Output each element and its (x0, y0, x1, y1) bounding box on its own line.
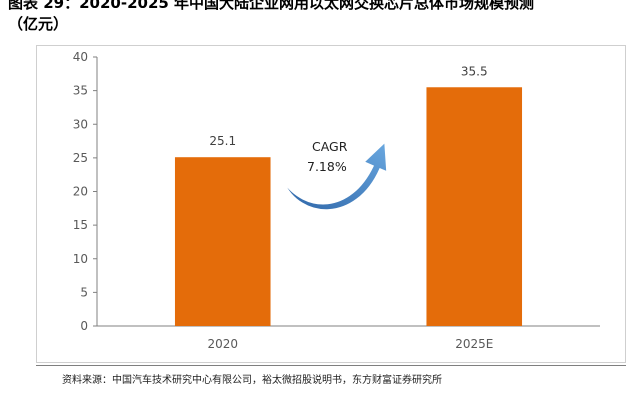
chart-frame (36, 45, 626, 363)
source-divider (36, 365, 626, 366)
y-tick-label: 20 (73, 185, 88, 199)
y-tick-label: 35 (73, 84, 88, 98)
source-note: 资料来源：中国汽车技术研究中心有限公司，裕太微招股说明书，东方财富证券研究所 (62, 375, 442, 386)
bar-value-label: 25.1 (209, 134, 236, 148)
bar (174, 157, 271, 326)
y-tick-label: 10 (73, 252, 88, 266)
bar (426, 87, 523, 326)
bar-value-label: 35.5 (461, 64, 488, 78)
y-tick-label: 40 (73, 50, 88, 64)
y-tick-label: 25 (73, 151, 88, 165)
y-tick-label: 30 (73, 117, 88, 131)
y-tick-label: 5 (80, 285, 88, 299)
chart-unit: （亿元） (8, 15, 69, 33)
bars (174, 87, 523, 326)
x-axis: 2020 2025E (97, 325, 600, 351)
x-tick-label: 2020 (207, 337, 238, 351)
y-tick-label: 15 (73, 218, 88, 232)
y-tick-label: 0 (80, 319, 88, 333)
cagr-label: CAGR (312, 139, 348, 154)
y-axis: 0 5 10 15 20 25 30 35 40 (73, 50, 98, 333)
cagr-arrow-icon (282, 140, 388, 211)
chart-title: 图表 29：2020-2025 年中国大陆企业网用以太网交换芯片总体市场规模预测 (8, 0, 535, 12)
data-labels: 25.1 35.5 (209, 64, 487, 148)
x-tick-label: 2025E (455, 337, 493, 351)
cagr-value: 7.18% (307, 159, 347, 174)
